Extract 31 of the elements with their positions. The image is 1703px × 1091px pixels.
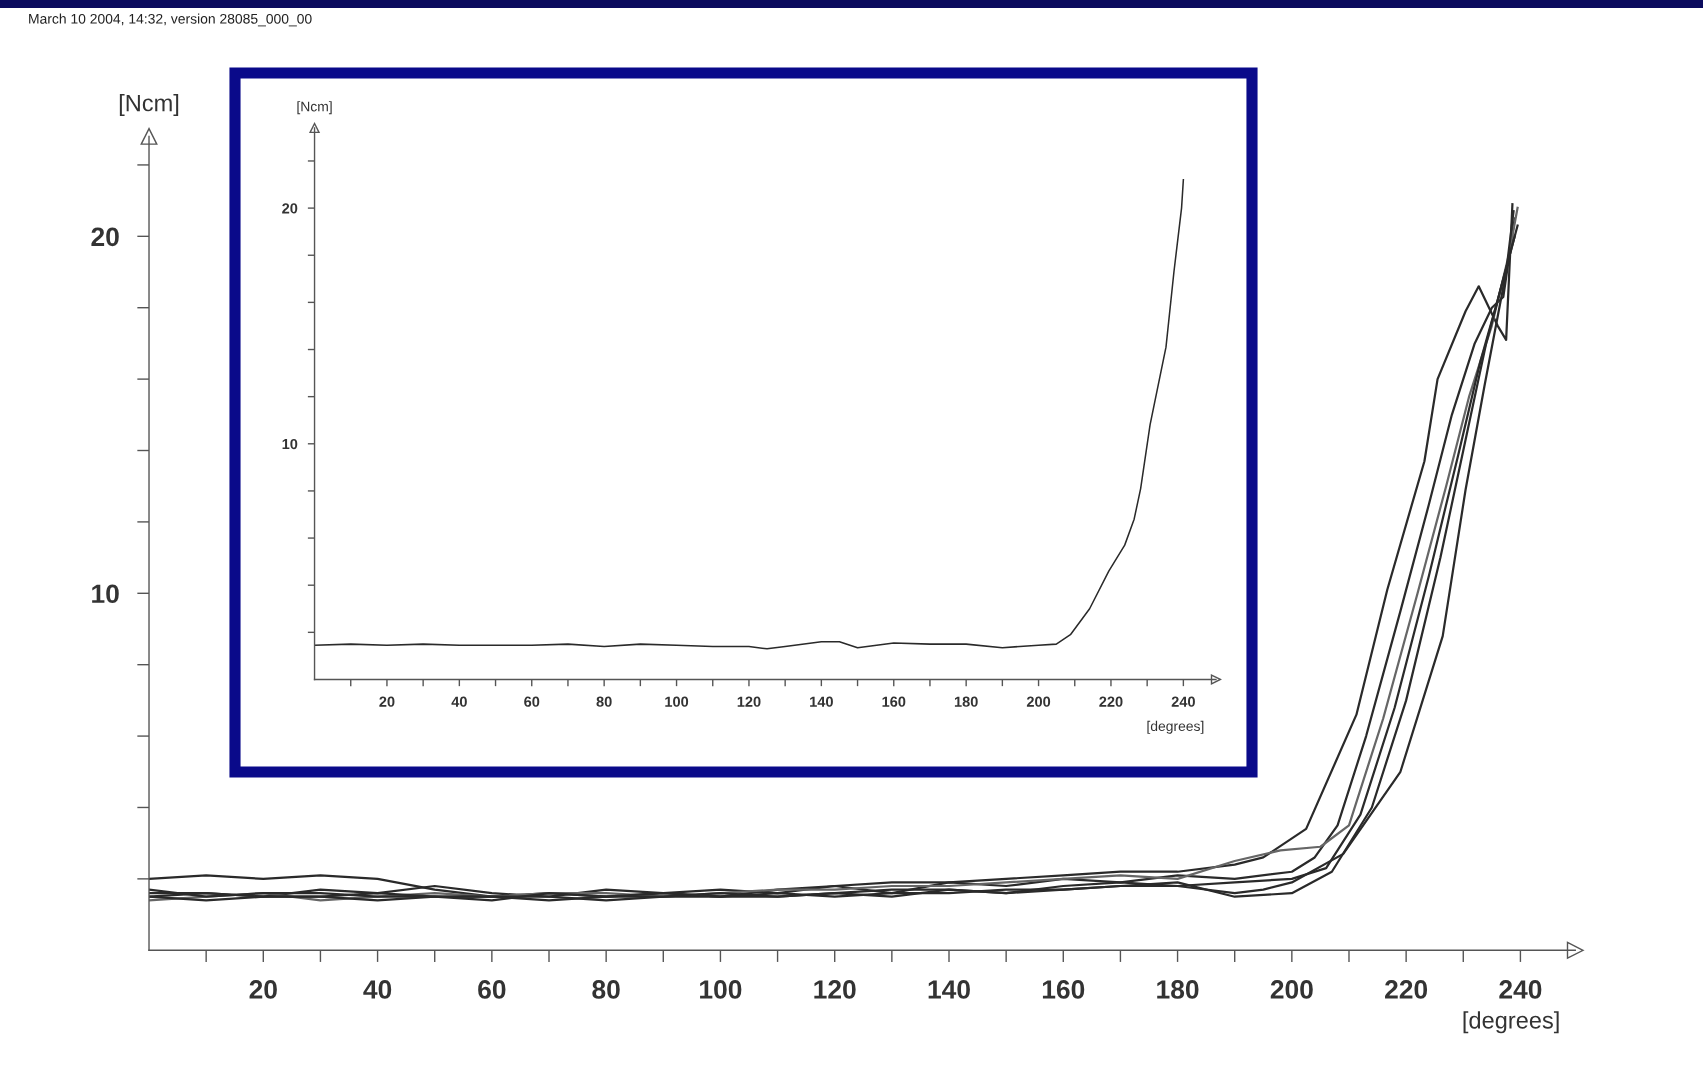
- x-tick-label: 160: [1042, 980, 1085, 999]
- x-tick-label: 20: [379, 696, 395, 707]
- x-tick-label: 240: [1499, 980, 1542, 999]
- x-tick-label: 80: [592, 980, 620, 999]
- x-tick-label: 200: [1270, 980, 1313, 999]
- x-tick-label: 220: [1385, 980, 1428, 999]
- x-tick-label: 140: [928, 980, 970, 999]
- x-tick-label: 40: [451, 696, 467, 707]
- x-tick-label: 100: [700, 980, 742, 999]
- x-tick-label: 200: [1026, 696, 1051, 707]
- x-tick-label: 60: [524, 696, 540, 707]
- x-tick-label: 60: [478, 980, 506, 999]
- x-tick-label: 40: [363, 980, 392, 999]
- x-axis-title: [degrees]: [1147, 720, 1204, 734]
- x-tick-label: 140: [810, 696, 833, 707]
- x-tick-label: 20: [249, 980, 277, 999]
- x-tick-label: 120: [814, 980, 856, 999]
- y-axis-title: [Ncm]: [297, 101, 332, 115]
- y-tick-label: 10: [282, 438, 298, 450]
- x-tick-label: 180: [1157, 980, 1199, 999]
- y-axis-title: [Ncm]: [119, 94, 179, 117]
- x-tick-label: 180: [954, 696, 978, 707]
- y-tick-label: 10: [92, 584, 119, 604]
- x-tick-label: 220: [1099, 696, 1123, 707]
- x-tick-label: 240: [1171, 696, 1195, 707]
- x-tick-label: 160: [882, 696, 906, 707]
- x-tick-label: 80: [596, 696, 612, 707]
- text: March 10 2004, 14:32, version 28085_000_00: [29, 13, 312, 27]
- x-axis-title: [degrees]: [1463, 1011, 1559, 1034]
- x-tick-label: 120: [737, 696, 761, 707]
- x-tick-label: 100: [665, 696, 689, 707]
